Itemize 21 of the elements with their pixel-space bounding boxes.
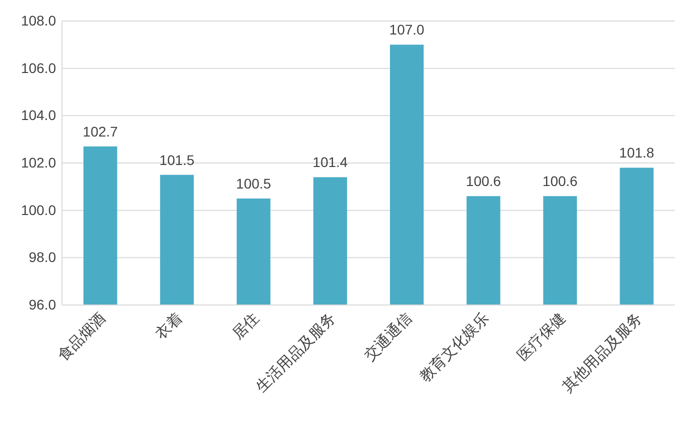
x-tick-label: 交通通信 (361, 310, 416, 364)
data-label: 100.5 (236, 176, 272, 192)
y-tick-label: 100.0 (20, 202, 56, 218)
data-label: 102.7 (82, 123, 118, 140)
data-label: 101.5 (159, 152, 195, 168)
x-tick-label: 食品烟酒 (54, 310, 110, 364)
x-tick-label: 衣着 (152, 310, 186, 344)
y-tick-label: 104.0 (20, 107, 56, 124)
y-tick-label: 108.0 (20, 12, 56, 28)
data-label: 101.8 (619, 144, 654, 161)
y-tick-label: 102.0 (20, 154, 56, 170)
y-tick-label: 106.0 (20, 60, 56, 76)
data-label: 101.4 (312, 154, 348, 170)
y-tick-label: 96.0 (28, 296, 56, 312)
x-tick-label: 医疗保健 (514, 310, 569, 364)
data-label: 100.6 (466, 173, 502, 190)
y-tick-label: 98.0 (28, 249, 56, 266)
data-label: 100.6 (542, 173, 578, 190)
x-tick-label: 教育文化娱乐 (416, 310, 492, 386)
data-label: 107.0 (389, 22, 425, 38)
x-tick-label: 居住 (229, 310, 262, 344)
